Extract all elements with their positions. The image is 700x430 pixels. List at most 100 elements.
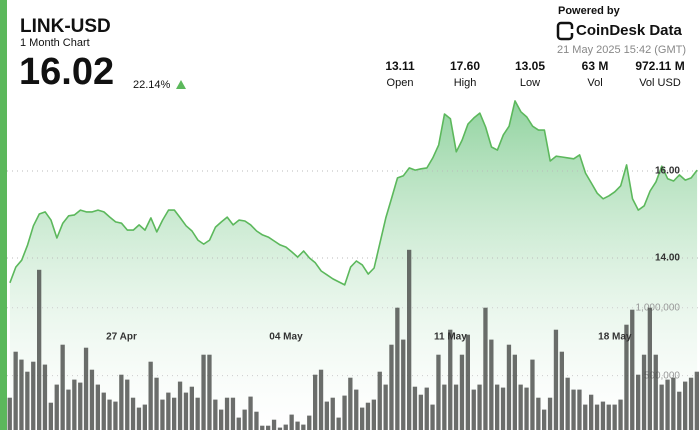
volume-bar — [7, 397, 12, 430]
volume-bar — [213, 399, 218, 430]
volume-bar — [119, 374, 124, 430]
volume-bar — [160, 399, 165, 430]
volume-bar — [424, 387, 429, 430]
volume-bar — [283, 424, 288, 430]
volume-bar — [530, 359, 535, 430]
volume-bar — [324, 401, 329, 430]
volume-bar — [172, 397, 177, 430]
volume-bar — [483, 307, 488, 430]
volume-bar — [647, 307, 652, 430]
stat-value: 13.05 — [515, 59, 545, 73]
volume-tick-label: 1,000,000 — [636, 302, 681, 313]
volume-bar — [260, 425, 265, 430]
volume-bar — [248, 396, 253, 430]
volume-bar — [89, 369, 95, 430]
stat-value: 972.11 M — [635, 59, 684, 73]
volume-bar — [524, 387, 529, 430]
brand-logo — [556, 21, 574, 41]
volume-bar — [518, 384, 523, 430]
volume-bar — [630, 309, 635, 430]
volume-bar — [430, 404, 435, 430]
volume-bar — [13, 351, 18, 430]
price-line — [9, 100, 698, 286]
volume-bar — [571, 389, 576, 430]
volume-bar — [348, 377, 353, 430]
volume-bar — [371, 399, 376, 430]
volume-bar — [189, 386, 194, 430]
volume-bar — [289, 414, 294, 430]
volume-bar — [136, 407, 142, 430]
volume-bar — [54, 384, 59, 430]
stat-label: High — [454, 77, 477, 89]
volume-bar — [412, 386, 418, 430]
stat-label: Open — [387, 77, 414, 89]
volume-bar — [407, 249, 412, 430]
volume-bar — [230, 397, 236, 430]
volume-bar — [536, 397, 541, 430]
volume-bar — [495, 384, 500, 430]
volume-bar — [307, 415, 312, 430]
volume-bar — [436, 354, 441, 430]
logo-icon-cut — [565, 29, 574, 33]
volume-bar — [365, 402, 371, 430]
volume-bar — [565, 377, 570, 430]
volume-bar — [148, 361, 153, 430]
current-price: 16.02 — [19, 51, 114, 93]
accent-bar — [0, 0, 7, 430]
price-area — [9, 100, 698, 430]
volume-bar — [207, 354, 212, 430]
volume-bar — [512, 354, 517, 430]
volume-bar — [318, 369, 324, 430]
volume-bar — [665, 379, 670, 430]
volume-bar — [600, 401, 606, 430]
up-arrow — [176, 80, 186, 89]
volume-bar — [72, 379, 77, 430]
volume-bar — [42, 364, 48, 430]
volume-bar — [641, 354, 647, 430]
stat-value: 13.11 — [385, 59, 415, 73]
volume-bar — [19, 359, 24, 430]
stats: 13.11 Open 17.60 High 13.05 Low 63 M Vol… — [385, 59, 684, 89]
y-tick-label: 14.00 — [655, 253, 680, 264]
volume-bar — [266, 425, 271, 430]
volume-bar — [553, 329, 559, 430]
volume-bar — [183, 392, 189, 430]
volume-bar — [277, 427, 283, 430]
volume-bar — [395, 307, 400, 430]
volume-bar — [448, 329, 453, 430]
plot-area: 500,000 1,000,000 14.00 16.00 27 Apr 04 May 11… — [7, 100, 700, 430]
volume-bar — [683, 381, 688, 430]
volume-bar — [589, 394, 594, 430]
stat-label: Vol — [587, 77, 602, 89]
volume-bar — [25, 371, 30, 430]
volume-bar — [60, 344, 65, 430]
powered-by: Powered by — [558, 5, 621, 17]
volume-bar — [37, 269, 42, 430]
volume-bar — [583, 404, 588, 430]
volume-bar — [48, 402, 53, 430]
volume-bar — [401, 339, 406, 430]
volume-bar — [612, 404, 617, 430]
volume-bar — [83, 347, 89, 430]
volume-bar — [500, 387, 506, 430]
volume-bar — [383, 384, 388, 430]
volume-bar — [177, 381, 183, 430]
volume-bar — [219, 409, 224, 430]
volume-tick-label: 500,000 — [644, 370, 681, 381]
volume-bar — [101, 392, 106, 430]
volume-bar — [542, 409, 547, 430]
volume-bar — [559, 351, 564, 430]
volume-bar — [389, 344, 394, 430]
volume-bar — [677, 391, 682, 430]
volume-bar — [113, 401, 118, 430]
x-tick-label: 04 May — [269, 332, 303, 343]
volume-bar — [594, 404, 600, 430]
volume-bar — [636, 374, 641, 430]
volume-bar — [125, 379, 130, 430]
volume-bar — [465, 334, 470, 430]
volume-bar — [224, 397, 230, 430]
volume-bar — [130, 397, 136, 430]
volume-bar — [254, 411, 259, 430]
volume-bar — [694, 371, 699, 430]
